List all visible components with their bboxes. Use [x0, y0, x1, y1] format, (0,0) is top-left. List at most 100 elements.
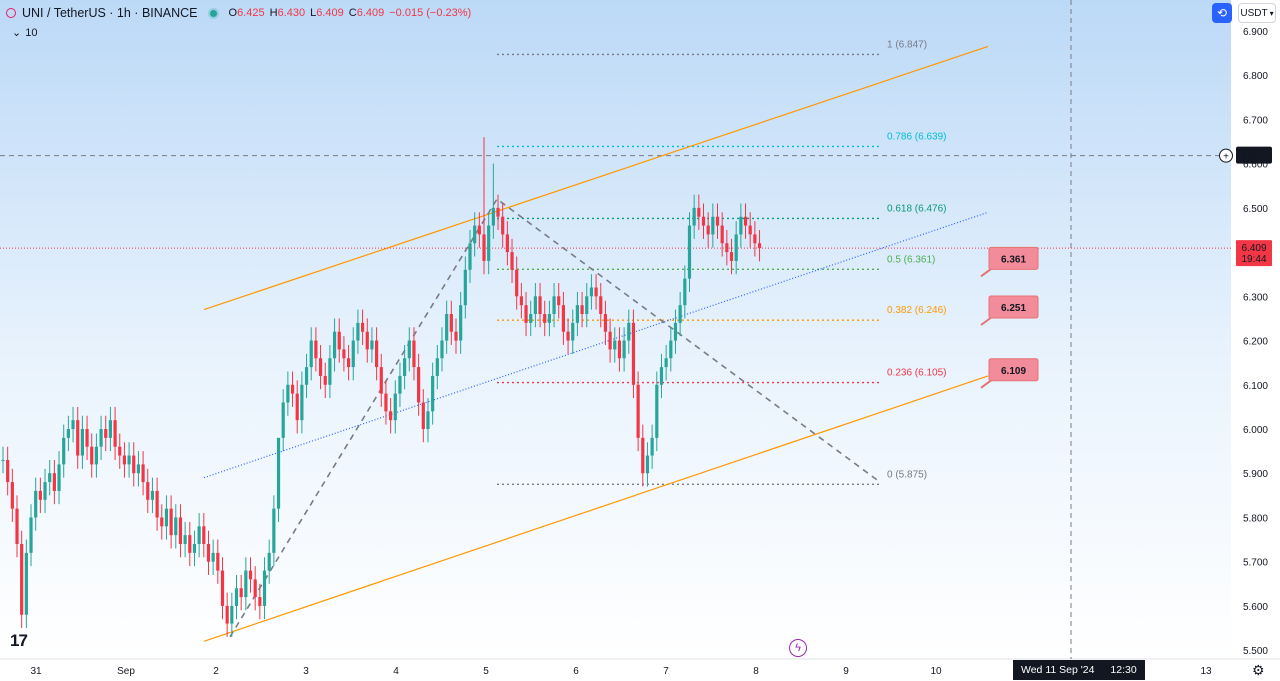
candle[interactable] — [678, 305, 682, 323]
candle[interactable] — [34, 490, 38, 518]
candle[interactable] — [729, 252, 734, 261]
candle[interactable] — [52, 473, 56, 491]
candle[interactable] — [426, 411, 430, 430]
candle[interactable] — [99, 429, 103, 447]
candle[interactable] — [220, 570, 225, 606]
candle[interactable] — [356, 322, 360, 341]
candle[interactable] — [206, 544, 211, 562]
candle[interactable] — [342, 349, 346, 359]
candle[interactable] — [66, 429, 70, 438]
candle[interactable] — [318, 358, 323, 376]
gear-icon[interactable]: ⚙ — [1252, 662, 1265, 678]
candle[interactable] — [71, 420, 75, 430]
candle[interactable] — [650, 437, 654, 456]
candle[interactable] — [407, 340, 411, 359]
candle[interactable] — [174, 517, 178, 536]
candle[interactable] — [20, 544, 24, 615]
candle[interactable] — [248, 570, 253, 580]
candle[interactable] — [234, 588, 239, 606]
candle[interactable] — [552, 296, 556, 315]
candle[interactable] — [113, 420, 117, 447]
candle[interactable] — [244, 570, 248, 598]
candle[interactable] — [711, 216, 715, 235]
candle[interactable] — [575, 305, 580, 323]
candle[interactable] — [468, 243, 472, 270]
time-axis[interactable] — [0, 659, 1280, 681]
candle[interactable] — [85, 429, 89, 447]
candle[interactable] — [669, 340, 673, 359]
price-callout[interactable] — [988, 246, 1039, 270]
candle[interactable] — [188, 535, 192, 553]
candle[interactable] — [262, 570, 267, 606]
candle[interactable] — [253, 579, 257, 598]
candle[interactable] — [725, 243, 729, 253]
candle[interactable] — [547, 314, 551, 323]
candle[interactable] — [505, 234, 509, 253]
candle[interactable] — [617, 340, 622, 359]
candle[interactable] — [594, 287, 598, 297]
candle[interactable] — [412, 340, 416, 368]
chart-plot-area[interactable] — [0, 0, 1231, 659]
candle[interactable] — [636, 384, 640, 438]
candle[interactable] — [664, 358, 668, 368]
candle[interactable] — [421, 402, 425, 430]
candle[interactable] — [571, 322, 575, 341]
candle[interactable] — [43, 482, 47, 500]
candle[interactable] — [150, 490, 155, 500]
candle[interactable] — [566, 331, 570, 341]
candle[interactable] — [753, 234, 757, 244]
candle[interactable] — [122, 455, 127, 465]
candle[interactable] — [524, 305, 528, 323]
candle[interactable] — [281, 402, 285, 438]
lightning-icon[interactable]: ϟ — [789, 639, 807, 657]
candle[interactable] — [300, 384, 304, 421]
candle[interactable] — [445, 314, 449, 341]
regression-line[interactable] — [203, 211, 989, 479]
candle[interactable] — [482, 234, 486, 261]
candle[interactable] — [76, 420, 80, 456]
candle[interactable] — [734, 234, 738, 261]
candle[interactable] — [379, 367, 383, 394]
candle[interactable] — [164, 508, 169, 527]
candle[interactable] — [160, 517, 164, 527]
candle[interactable] — [748, 225, 752, 235]
candle[interactable] — [29, 517, 33, 553]
candle[interactable] — [603, 314, 608, 332]
candle[interactable] — [346, 358, 351, 368]
candle[interactable] — [337, 331, 341, 350]
candle[interactable] — [197, 526, 201, 545]
candle[interactable] — [155, 490, 159, 518]
candle[interactable] — [272, 508, 276, 553]
candle[interactable] — [655, 384, 659, 438]
candle[interactable] — [57, 464, 61, 491]
candle[interactable] — [314, 340, 318, 359]
candle[interactable] — [118, 446, 122, 456]
candle[interactable] — [239, 588, 243, 598]
candle[interactable] — [580, 305, 584, 315]
candle[interactable] — [351, 340, 355, 368]
candle[interactable] — [487, 225, 491, 261]
candle[interactable] — [477, 225, 481, 235]
channel-upper-line[interactable] — [203, 45, 989, 311]
candle[interactable] — [216, 552, 220, 571]
candle[interactable] — [459, 305, 463, 341]
candle[interactable] — [701, 216, 706, 226]
candle[interactable] — [332, 331, 337, 359]
candle[interactable] — [309, 340, 313, 368]
candle[interactable] — [62, 437, 66, 465]
candle[interactable] — [323, 375, 327, 385]
candle[interactable] — [473, 225, 477, 244]
candle[interactable] — [276, 437, 281, 509]
candle[interactable] — [230, 605, 234, 624]
candle[interactable] — [94, 446, 98, 465]
candle[interactable] — [48, 473, 52, 483]
candle[interactable] — [538, 296, 542, 315]
candle[interactable] — [599, 296, 603, 315]
candle[interactable] — [286, 384, 290, 403]
candle[interactable] — [673, 322, 678, 341]
candle[interactable] — [622, 340, 626, 359]
candle[interactable] — [631, 322, 636, 385]
fib-trend-line[interactable] — [229, 197, 881, 638]
candle[interactable] — [389, 411, 393, 421]
candle[interactable] — [267, 552, 271, 571]
